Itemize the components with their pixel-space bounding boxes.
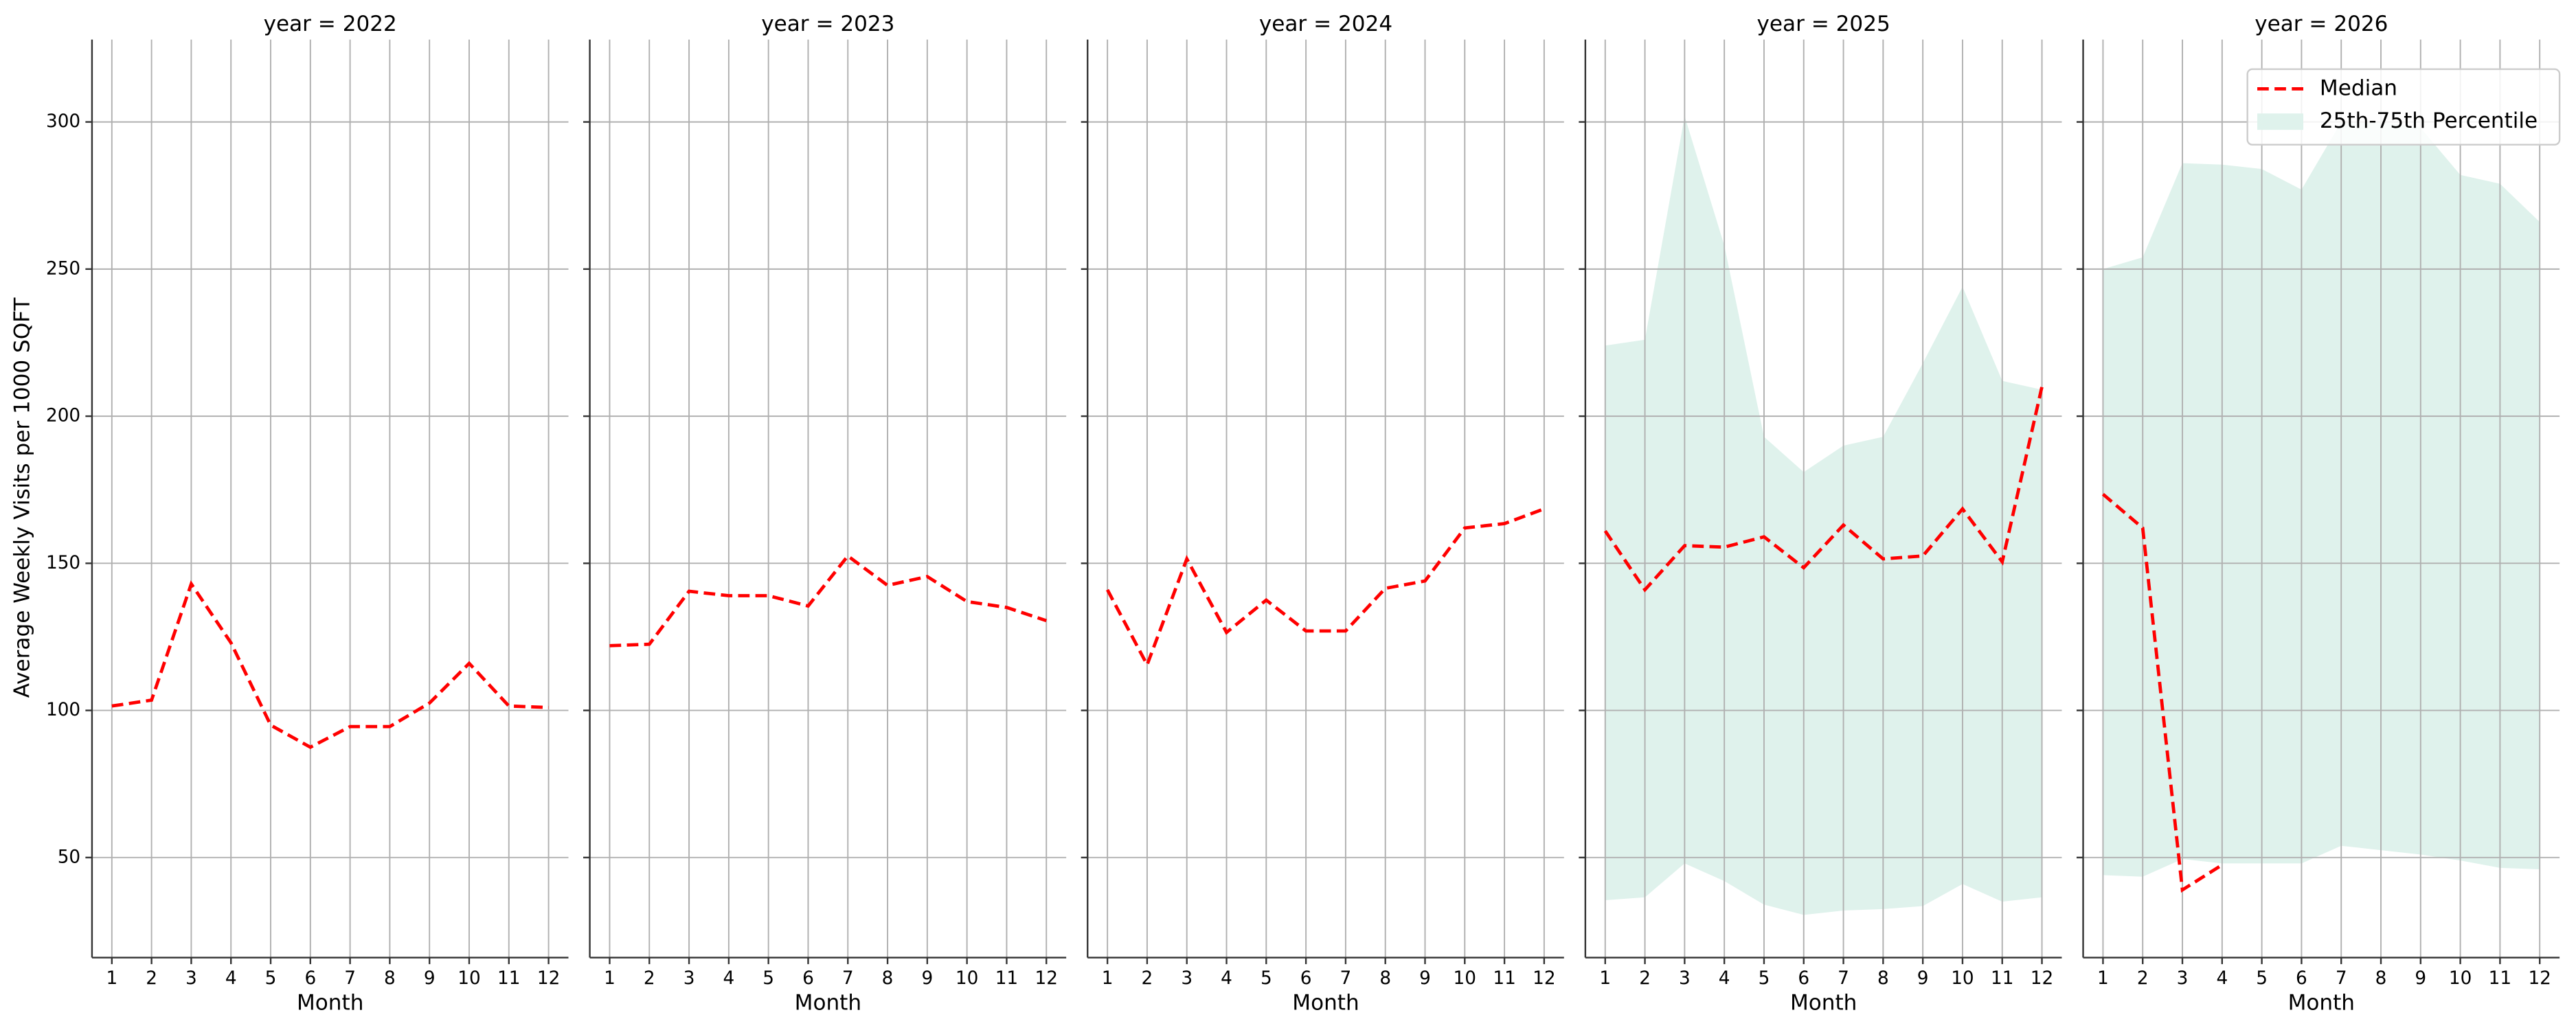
x-tick-label: 1: [2097, 968, 2109, 989]
y-tick-label: 50: [58, 847, 80, 867]
x-tick-label: 9: [1419, 968, 1431, 989]
x-axis-label: Month: [297, 990, 363, 1015]
x-tick-label: 5: [1759, 968, 1770, 989]
x-tick-label: 2: [2137, 968, 2149, 989]
x-tick-label: 4: [1719, 968, 1730, 989]
x-tick-label: 11: [497, 968, 520, 989]
x-tick-label: 10: [956, 968, 978, 989]
y-tick-label: 150: [46, 553, 80, 573]
x-tick-label: 7: [344, 968, 356, 989]
x-tick-label: 11: [2489, 968, 2511, 989]
percentile-band: [1605, 116, 2042, 915]
x-tick-label: 7: [1340, 968, 1352, 989]
x-tick-label: 11: [1991, 968, 2013, 989]
x-tick-label: 10: [457, 968, 480, 989]
median-line: [609, 553, 1047, 648]
x-tick-label: 9: [921, 968, 933, 989]
x-tick-label: 6: [802, 968, 814, 989]
x-tick-label: 6: [304, 968, 316, 989]
x-tick-label: 4: [225, 968, 237, 989]
x-tick-label: 4: [1221, 968, 1232, 989]
x-tick-label: 1: [604, 968, 615, 989]
percentile-band: [2103, 122, 2540, 877]
x-tick-label: 2: [1142, 968, 1153, 989]
x-tick-label: 3: [1679, 968, 1691, 989]
x-tick-label: 7: [2336, 968, 2347, 989]
x-tick-label: 1: [1102, 968, 1114, 989]
x-tick-label: 12: [2528, 968, 2551, 989]
x-tick-label: 4: [2216, 968, 2228, 989]
y-tick-label: 300: [46, 111, 80, 132]
x-tick-label: 6: [1798, 968, 1809, 989]
legend-swatch: [2257, 113, 2303, 130]
panel-title: year = 2025: [1757, 12, 1890, 36]
x-tick-label: 3: [683, 968, 695, 989]
x-tick-label: 12: [1035, 968, 1058, 989]
x-tick-label: 2: [146, 968, 157, 989]
x-tick-label: 11: [995, 968, 1018, 989]
x-tick-label: 12: [2031, 968, 2053, 989]
x-tick-label: 12: [537, 968, 560, 989]
x-tick-label: 5: [265, 968, 277, 989]
x-tick-label: 8: [2375, 968, 2387, 989]
panel-title: year = 2026: [2255, 12, 2388, 36]
panel-title: year = 2024: [1259, 12, 1392, 36]
x-tick-label: 4: [723, 968, 734, 989]
x-tick-label: 1: [1599, 968, 1611, 989]
x-tick-label: 8: [1877, 968, 1889, 989]
x-tick-label: 8: [384, 968, 396, 989]
y-tick-label: 100: [46, 700, 80, 720]
x-tick-label: 8: [882, 968, 894, 989]
x-tick-label: 3: [1181, 968, 1193, 989]
x-tick-label: 11: [1493, 968, 1515, 989]
x-tick-label: 10: [2449, 968, 2472, 989]
panel-title: year = 2023: [761, 12, 894, 36]
legend-box: [2246, 68, 2561, 146]
x-tick-label: 5: [1261, 968, 1272, 989]
median-line: [1603, 386, 2044, 593]
x-tick-label: 10: [1951, 968, 1974, 989]
x-tick-label: 5: [762, 968, 774, 989]
x-axis-label: Month: [1790, 990, 1857, 1015]
x-tick-label: 1: [106, 968, 117, 989]
x-tick-label: 6: [2296, 968, 2307, 989]
median-line: [1106, 507, 1545, 670]
x-tick-label: 3: [185, 968, 197, 989]
legend-label: Median: [2320, 76, 2397, 100]
x-tick-label: 8: [1379, 968, 1391, 989]
x-tick-label: 3: [2177, 968, 2189, 989]
x-tick-label: 2: [1639, 968, 1651, 989]
y-axis-label: Average Weekly Visits per 1000 SQFT: [10, 297, 34, 698]
median-line: [111, 580, 549, 749]
x-tick-label: 6: [1300, 968, 1312, 989]
panel-title: year = 2022: [264, 12, 397, 36]
y-tick-label: 250: [46, 258, 80, 279]
x-tick-label: 9: [2415, 968, 2426, 989]
x-tick-label: 10: [1454, 968, 1476, 989]
x-tick-label: 12: [1533, 968, 1555, 989]
x-tick-label: 7: [842, 968, 854, 989]
x-tick-label: 2: [644, 968, 655, 989]
x-axis-label: Month: [795, 990, 861, 1015]
y-tick-label: 200: [46, 406, 80, 426]
x-axis-label: Month: [1292, 990, 1359, 1015]
x-axis-label: Month: [2288, 990, 2355, 1015]
median-line: [2101, 492, 2224, 893]
x-tick-label: 9: [1917, 968, 1929, 989]
x-tick-label: 9: [424, 968, 436, 989]
legend-label: 25th-75th Percentile: [2320, 108, 2538, 133]
x-tick-label: 7: [1838, 968, 1849, 989]
x-tick-label: 5: [2256, 968, 2268, 989]
